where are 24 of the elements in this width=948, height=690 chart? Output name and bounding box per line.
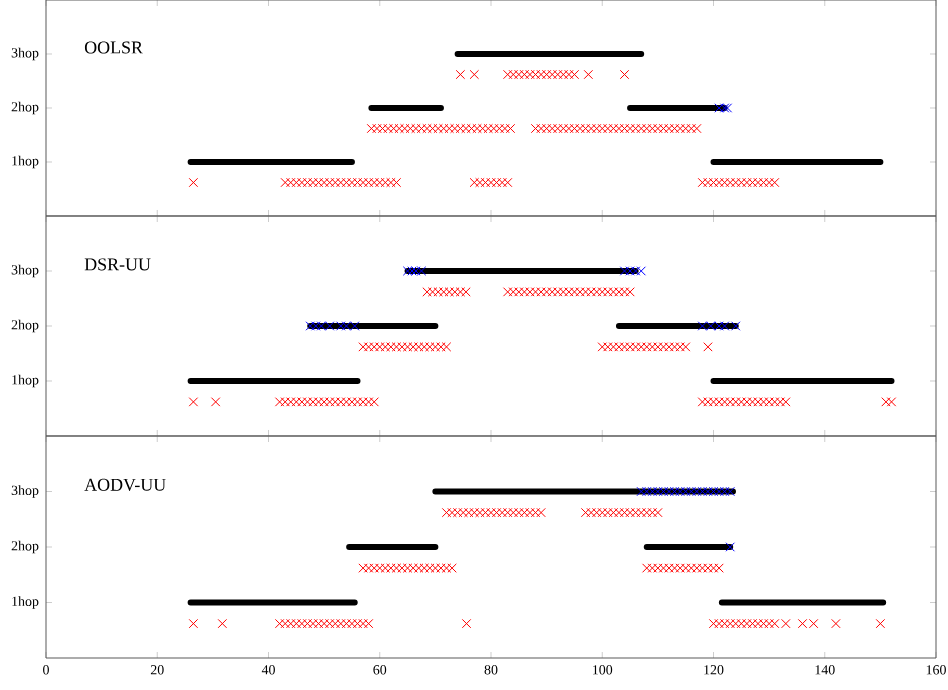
text: AODV-UU [84, 478, 166, 491]
point [311, 321, 321, 331]
text: OOLSR [84, 41, 143, 54]
point [703, 342, 713, 352]
point [831, 618, 841, 629]
point [341, 321, 352, 331]
point [188, 397, 199, 407]
text: DSR-UU [84, 258, 151, 271]
point [705, 321, 716, 331]
point [349, 321, 360, 331]
point [881, 397, 891, 407]
point [188, 618, 199, 629]
point [188, 177, 199, 188]
point [461, 618, 472, 629]
point [210, 397, 221, 407]
point [725, 542, 735, 552]
point [714, 321, 724, 331]
point [697, 321, 708, 331]
point [875, 618, 886, 629]
point [455, 69, 466, 80]
point [469, 69, 480, 80]
point [217, 618, 228, 629]
point [583, 69, 594, 80]
point [886, 397, 897, 407]
